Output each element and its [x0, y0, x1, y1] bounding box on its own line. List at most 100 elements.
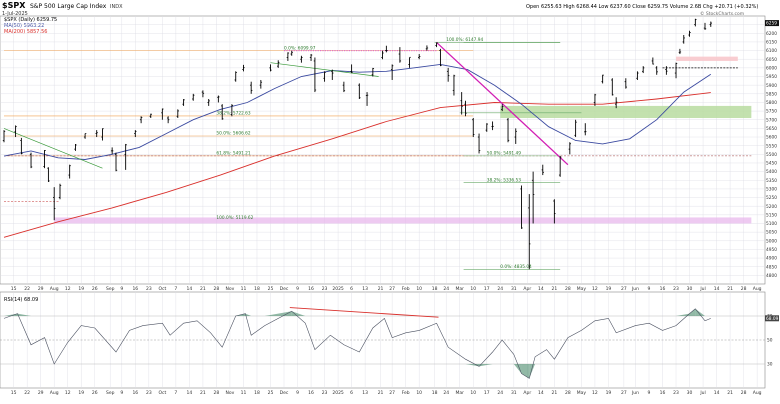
price-bar	[124, 143, 127, 170]
price-bar	[47, 167, 50, 182]
rsi-date-tick-label: 9	[296, 390, 299, 396]
price-bar	[342, 81, 346, 93]
rsi-date-tick-label: 2025	[332, 390, 344, 396]
price-bar	[350, 64, 353, 74]
rsi-extreme-fill	[4, 313, 18, 316]
price-tick-label: 6100	[766, 48, 777, 54]
price-bar	[408, 56, 411, 68]
rsi-date-tick-label: 14	[187, 390, 193, 396]
rsi-grid	[0, 292, 765, 388]
rsi-date-tick-label: 21	[200, 390, 206, 396]
price-bar	[390, 64, 394, 80]
date-tick-label: 6	[350, 286, 353, 292]
price-tick-label: 5800	[766, 100, 777, 106]
price-bar	[313, 57, 317, 93]
price-bar	[286, 52, 290, 61]
rsi-date-tick-label: Aug	[50, 390, 59, 396]
date-tick-label: 9	[648, 286, 651, 292]
price-bar	[435, 42, 438, 48]
rsi-date-tick-label: Nov	[226, 390, 235, 396]
date-tick-label: Oct	[158, 286, 166, 292]
price-bar	[249, 81, 253, 94]
date-tick-label: 18	[254, 286, 260, 292]
date-tick-label: 12	[592, 286, 598, 292]
price-tick-label: 4800	[766, 273, 777, 279]
fib-level-label: 38.2%: 5336.53	[487, 177, 521, 183]
legend-ma50: MA(50) 5963.22	[4, 23, 44, 29]
moving-average-layer	[3, 63, 712, 238]
rsi-tick-label: 30	[767, 362, 773, 368]
rsi-extreme-fill	[479, 364, 493, 367]
date-tick-label: 9	[296, 286, 299, 292]
date-tick-label: 25	[268, 286, 274, 292]
rsi-bearish-divergence-line	[289, 307, 439, 318]
price-bar	[134, 130, 137, 138]
date-tick-label: 17	[484, 286, 490, 292]
date-tick-label: Dec	[280, 286, 289, 292]
price-bar	[574, 119, 577, 138]
price-bar	[446, 67, 450, 82]
price-bar	[601, 74, 604, 84]
rsi-date-tick-label: Feb	[402, 390, 410, 396]
price-bar	[192, 93, 195, 101]
price-bar	[636, 71, 639, 80]
price-bar	[688, 30, 691, 37]
price-bar	[491, 121, 494, 131]
price-bar	[417, 54, 421, 60]
price-bar	[568, 142, 572, 155]
date-x-axis: 15 15 22 22 29 29 Aug Aug 12 12 19 19 26 26 Sep Sep 9 9 16…	[11, 286, 762, 396]
date-tick-label: 14	[714, 286, 720, 292]
fib-level-label: 0.0%: 6099.97	[284, 45, 316, 51]
date-tick-label: Mar	[455, 286, 464, 292]
date-tick-label: 26	[92, 286, 98, 292]
price-bar	[83, 133, 87, 139]
price-tick-label: 6200	[766, 31, 777, 37]
date-tick-label: 15	[11, 286, 17, 292]
rsi-date-tick-label: 21	[378, 390, 384, 396]
price-bar	[558, 156, 562, 177]
price-bar	[682, 35, 685, 44]
price-bar	[20, 137, 23, 155]
date-tick-label: 13	[362, 286, 368, 292]
date-tick-label: 28	[565, 286, 571, 292]
price-bar	[110, 147, 114, 155]
price-tick-label: 6000	[766, 65, 777, 71]
price-bar	[53, 187, 56, 221]
fib-level-label: 61.8%: 5491.21	[216, 151, 250, 157]
rsi-date-tick-label: 22	[24, 390, 30, 396]
rsi-date-tick-label: 28	[214, 390, 220, 396]
fib-level-label: 38.2%: 5722.63	[216, 111, 250, 117]
price-tick-label: 5450	[766, 161, 777, 167]
price-bar	[358, 83, 361, 99]
date-tick-label: 14	[538, 286, 544, 292]
price-bar	[277, 60, 280, 68]
price-bar	[58, 183, 62, 200]
date-tick-label: 11	[241, 286, 247, 292]
date-tick-label: 14	[187, 286, 193, 292]
price-bar	[694, 18, 697, 27]
rsi-date-tick-label: 13	[362, 390, 368, 396]
price-bar	[182, 98, 185, 106]
price-panel: 0.0%: 6099.97 38.2%: 5722.63 50.0%: 5606.6…	[0, 15, 779, 285]
rsi-tick-label: 50	[767, 338, 773, 344]
rsi-date-tick-label: Sep	[106, 390, 115, 396]
price-tick-label: 5950	[766, 74, 777, 80]
date-tick-label: 23	[322, 286, 328, 292]
date-tick-label: 18	[432, 286, 438, 292]
rsi-date-tick-label: 6	[350, 390, 353, 396]
rsi-date-tick-label: 17	[484, 390, 490, 396]
price-bar	[651, 57, 655, 65]
price-bar	[477, 133, 481, 154]
price-tick-label: 5550	[766, 143, 777, 149]
rsi-date-tick-label: 19	[606, 390, 612, 396]
rsi-date-tick-label: Dec	[280, 390, 289, 396]
date-tick-label: 16	[660, 286, 666, 292]
date-tick-label: 9	[120, 286, 123, 292]
date-tick-label: 21	[727, 286, 733, 292]
price-bar	[472, 118, 475, 138]
price-bar	[365, 92, 369, 106]
price-bar	[161, 108, 164, 120]
date-tick-label: 21	[552, 286, 558, 292]
price-bar	[101, 128, 104, 141]
